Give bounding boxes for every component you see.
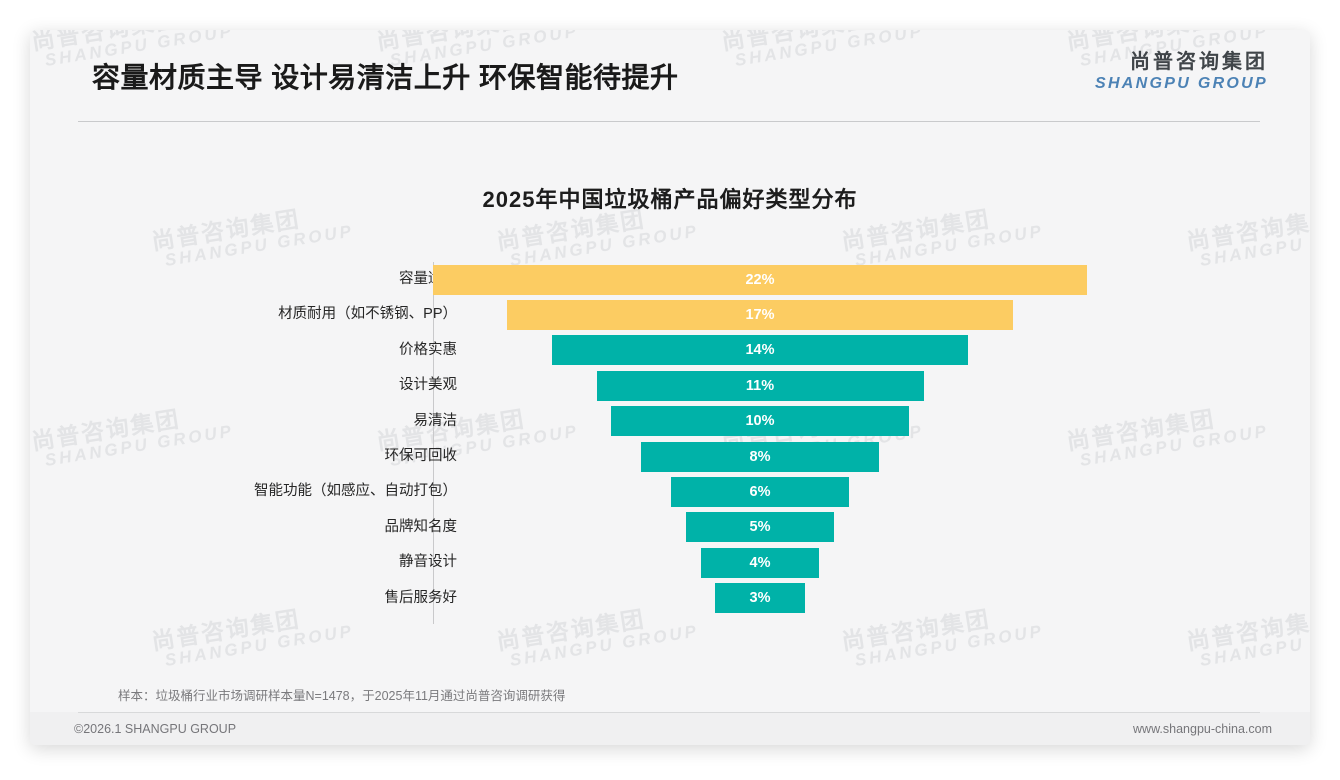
bar-segment[interactable]: 8% <box>641 441 879 472</box>
bar-row: 售后服务好 3% <box>30 581 1310 616</box>
chart-title: 2025年中国垃圾桶产品偏好类型分布 <box>482 187 858 212</box>
bar-row: 静音设计 4% <box>30 545 1310 580</box>
bar-row: 价格实惠 14% <box>30 333 1310 368</box>
bar-category-label: 价格实惠 <box>399 341 457 358</box>
chart-axis-line <box>433 262 434 624</box>
bar-segment[interactable]: 10% <box>611 406 909 437</box>
footer-divider <box>78 712 1260 713</box>
bar-row: 容量适中 22% <box>30 262 1310 297</box>
bar-category-label: 静音设计 <box>399 554 457 571</box>
bar-row: 易清洁 10% <box>30 404 1310 439</box>
brand-logo: 尚普咨询集团 SHANGPU GROUP <box>1095 50 1268 94</box>
bar-category-label: 售后服务好 <box>384 589 458 606</box>
bar-segment[interactable]: 3% <box>715 583 805 614</box>
slide-footer: ©2026.1 SHANGPU GROUP www.shangpu-china.… <box>30 712 1310 745</box>
header-divider <box>78 121 1260 122</box>
bar-row: 材质耐用（如不锈钢、PP） 17% <box>30 297 1310 332</box>
bar-segment[interactable]: 6% <box>670 476 850 507</box>
bar-row: 环保可回收 8% <box>30 439 1310 474</box>
chart-footnote: 样本：垃圾桶行业市场调研样本量N=1478，于2025年11月通过尚普咨询调研获… <box>118 689 566 703</box>
bar-category-label: 环保可回收 <box>384 447 458 464</box>
bar-segment[interactable]: 5% <box>685 512 835 543</box>
funnel-chart-plot: 容量适中 22% 材质耐用（如不锈钢、PP） 17% 价格实惠 14% 设计美观 11% 易清洁… <box>30 262 1310 652</box>
bar-segment[interactable]: 14% <box>551 335 969 366</box>
bar-segment[interactable]: 22% <box>433 264 1087 295</box>
logo-english-text: SHANGPU GROUP <box>1094 75 1268 92</box>
website-link[interactable]: www.shangpu-china.com <box>1133 722 1272 736</box>
bar-category-label: 智能功能（如感应、自动打包） <box>254 483 457 500</box>
slide-canvas: 尚普咨询集团 SHANGPU GROUP 尚普咨询集团 SHANGPU GROUP 尚普… <box>30 30 1310 745</box>
bar-row: 智能功能（如感应、自动打包） 6% <box>30 474 1310 509</box>
bar-category-label: 材质耐用（如不锈钢、PP） <box>278 306 457 323</box>
bar-category-label: 易清洁 <box>413 412 458 429</box>
page-title: 容量材质主导 设计易清洁上升 环保智能待提升 <box>92 62 679 93</box>
bar-segment[interactable]: 17% <box>507 299 1013 330</box>
bar-rows-group: 容量适中 22% 材质耐用（如不锈钢、PP） 17% 价格实惠 14% 设计美观 11% 易清洁… <box>30 262 1310 616</box>
slide-header: 容量材质主导 设计易清洁上升 环保智能待提升 尚普咨询集团 SHANGPU GR… <box>30 30 1310 122</box>
bar-segment[interactable]: 4% <box>700 547 820 578</box>
bar-row: 设计美观 11% <box>30 368 1310 403</box>
logo-chinese-text: 尚普咨询集团 <box>1130 51 1268 73</box>
bar-category-label: 设计美观 <box>399 377 457 394</box>
copyright-text: ©2026.1 SHANGPU GROUP <box>74 722 237 736</box>
chart-container: 2025年中国垃圾桶产品偏好类型分布 容量适中 22% 材质耐用（如不锈钢、PP） 1… <box>30 122 1310 662</box>
bar-row: 品牌知名度 5% <box>30 510 1310 545</box>
bar-category-label: 品牌知名度 <box>384 518 458 535</box>
bar-segment[interactable]: 11% <box>596 370 924 401</box>
